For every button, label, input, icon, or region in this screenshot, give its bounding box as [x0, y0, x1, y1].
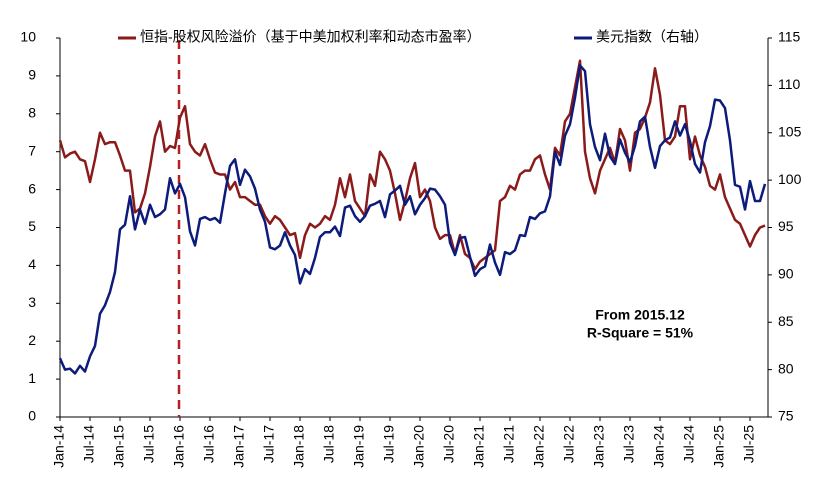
x-tick-label: Jan-23	[591, 425, 607, 468]
annotation: R-Square = 51%	[587, 325, 694, 341]
y2-tick-label: 90	[778, 266, 794, 282]
x-tick-label: Jul-16	[201, 425, 217, 463]
x-tick-label: Jul-19	[381, 425, 397, 463]
y2-tick-label: 95	[778, 218, 794, 234]
x-tick-label: Jul-20	[441, 425, 457, 463]
y2-tick-label: 105	[778, 123, 802, 139]
y-tick-label: 7	[28, 142, 36, 158]
y-tick-label: 5	[28, 218, 36, 234]
y-tick-label: 8	[28, 105, 36, 121]
x-tick-label: Jul-23	[621, 425, 637, 463]
x-tick-label: Jul-22	[561, 425, 577, 463]
x-tick-label: Jan-18	[291, 425, 307, 468]
x-tick-label: Jan-16	[171, 425, 187, 468]
x-tick-label: Jan-20	[411, 425, 427, 468]
x-tick-label: Jul-25	[741, 425, 757, 463]
x-tick-label: Jul-17	[261, 425, 277, 463]
y-tick-label: 6	[28, 180, 36, 196]
x-tick-label: Jan-24	[651, 425, 667, 468]
y-tick-label: 10	[20, 29, 36, 45]
x-tick-label: Jan-21	[471, 425, 487, 468]
series-line	[58, 64, 767, 375]
x-tick-label: Jan-25	[711, 425, 727, 468]
x-tick-label: Jan-15	[111, 425, 127, 468]
series-line	[58, 59, 766, 271]
y-tick-label: 9	[28, 67, 36, 83]
x-tick-label: Jul-15	[141, 425, 157, 463]
y2-tick-label: 80	[778, 360, 794, 376]
y2-tick-label: 85	[778, 313, 794, 329]
x-tick-label: Jul-24	[681, 425, 697, 463]
y2-tick-label: 75	[778, 408, 794, 424]
y-tick-label: 3	[28, 294, 36, 310]
y2-tick-label: 110	[778, 76, 801, 92]
x-tick-label: Jan-22	[531, 425, 547, 468]
legend-label: 美元指数（右轴）	[596, 29, 708, 45]
y-tick-label: 0	[28, 408, 36, 424]
legend-label: 恒指-股权风险溢价（基于中美加权利率和动态市盈率）	[140, 29, 481, 45]
x-tick-label: Jan-19	[351, 425, 367, 468]
y-tick-label: 1	[28, 370, 36, 386]
y-tick-label: 2	[28, 332, 36, 348]
y2-tick-label: 115	[778, 29, 801, 45]
y2-tick-label: 100	[778, 171, 802, 187]
x-tick-label: Jan-14	[51, 425, 67, 468]
annotation: From 2015.12	[595, 307, 685, 323]
x-tick-label: Jul-18	[321, 425, 337, 463]
x-tick-label: Jul-14	[81, 425, 97, 463]
y-tick-label: 4	[28, 256, 36, 272]
x-tick-label: Jan-17	[231, 425, 247, 468]
x-tick-label: Jul-21	[501, 425, 517, 463]
